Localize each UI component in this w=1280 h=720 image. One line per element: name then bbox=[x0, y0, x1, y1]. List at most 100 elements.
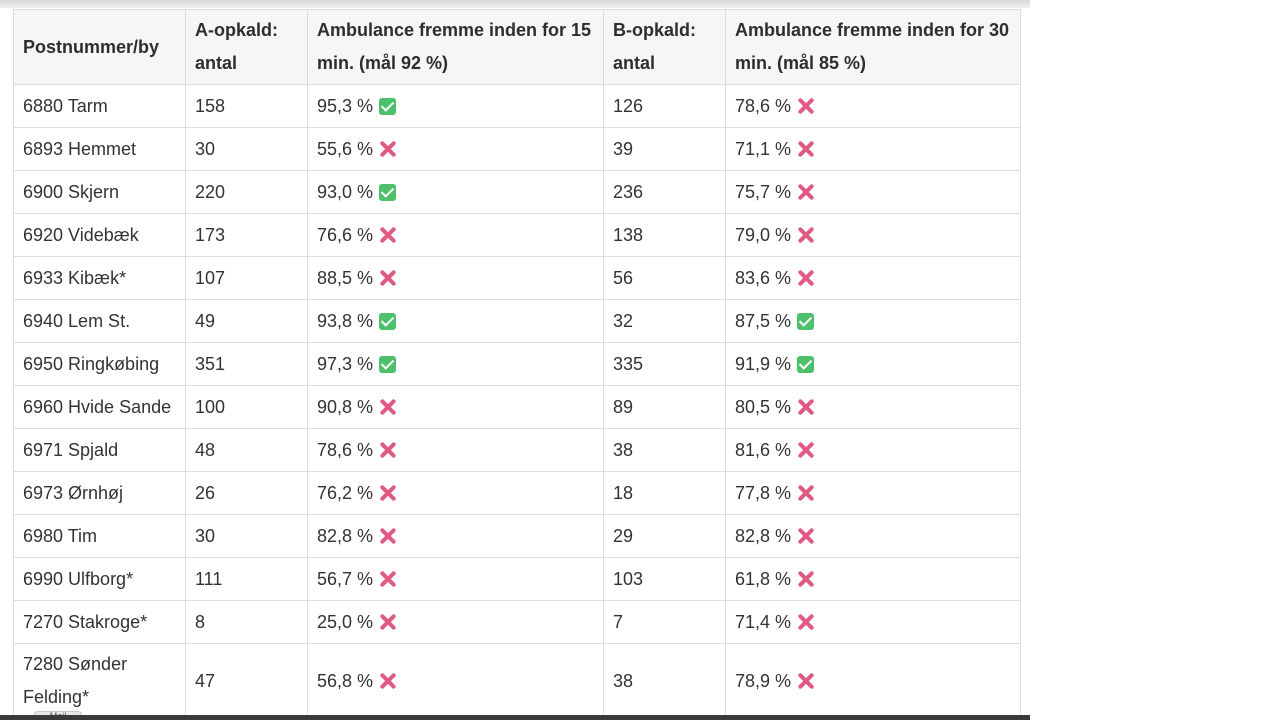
cell-b-percentage-text: 79,0 % bbox=[735, 224, 792, 245]
cell-b-calls: 7 bbox=[603, 600, 726, 644]
cell-b-percentage: 79,0 % bbox=[725, 213, 1021, 257]
cell-a-percentage: 95,3 % bbox=[307, 84, 604, 128]
cell-a-calls: 100 bbox=[185, 385, 308, 429]
cell-postal-city-text: 6990 Ulfborg* bbox=[23, 568, 134, 589]
cell-a-calls-text: 48 bbox=[195, 439, 216, 460]
cell-b-percentage-text: 78,6 % bbox=[735, 95, 792, 116]
cell-a-calls-text: 111 bbox=[195, 568, 223, 589]
check-icon bbox=[379, 312, 397, 330]
cross-icon bbox=[797, 398, 815, 416]
cell-a-calls-text: 158 bbox=[195, 95, 226, 116]
cell-b-percentage: 75,7 % bbox=[725, 170, 1021, 214]
cell-a-percentage: 90,8 % bbox=[307, 385, 604, 429]
cell-b-percentage-text: 82,8 % bbox=[735, 525, 792, 546]
cross-icon bbox=[797, 183, 815, 201]
cell-a-percentage: 25,0 % bbox=[307, 600, 604, 644]
cell-b-percentage-text: 83,6 % bbox=[735, 267, 792, 288]
table-body: 6880 Tarm 158 95,3 % 126 78,6 % 6893 Hemmet 30… bbox=[13, 84, 1021, 719]
cell-b-percentage: 78,6 % bbox=[725, 84, 1021, 128]
table-row: 6950 Ringkøbing 351 97,3 % 335 91,9 % bbox=[13, 342, 1021, 386]
cell-a-calls: 47 bbox=[185, 643, 308, 719]
cell-b-calls: 32 bbox=[603, 299, 726, 343]
cell-postal-city: 6960 Hvide Sande bbox=[13, 385, 186, 429]
cell-a-calls-text: 351 bbox=[195, 353, 226, 374]
cell-b-percentage: 77,8 % bbox=[725, 471, 1021, 515]
cell-b-calls-text: 56 bbox=[613, 267, 634, 288]
cross-icon bbox=[379, 140, 397, 158]
cell-postal-city-text: 6973 Ørnhøj bbox=[23, 482, 124, 503]
cell-a-percentage: 76,6 % bbox=[307, 213, 604, 257]
cell-a-percentage-text: 76,6 % bbox=[317, 224, 374, 245]
table-row: 6940 Lem St. 49 93,8 % 32 87,5 % bbox=[13, 299, 1021, 343]
cell-a-calls-text: 220 bbox=[195, 181, 226, 202]
check-icon bbox=[379, 355, 397, 373]
cross-icon bbox=[379, 672, 397, 690]
cell-b-calls: 38 bbox=[603, 643, 726, 719]
cell-a-percentage-text: 78,6 % bbox=[317, 439, 374, 460]
cell-b-percentage-text: 61,8 % bbox=[735, 568, 792, 589]
cell-a-calls: 26 bbox=[185, 471, 308, 515]
table-row: 6971 Spjald 48 78,6 % 38 81,6 % bbox=[13, 428, 1021, 472]
cell-b-calls-text: 18 bbox=[613, 482, 634, 503]
cell-postal-city: 6973 Ørnhøj bbox=[13, 471, 186, 515]
cross-icon bbox=[797, 527, 815, 545]
cross-icon bbox=[379, 441, 397, 459]
cell-b-calls: 138 bbox=[603, 213, 726, 257]
cell-b-calls-text: 38 bbox=[613, 439, 634, 460]
cell-a-calls-text: 30 bbox=[195, 138, 216, 159]
cell-postal-city: 6920 Videbæk bbox=[13, 213, 186, 257]
cell-a-calls: 111 bbox=[185, 557, 308, 601]
table-header-row: Postnummer/by A-opkald: antal Ambulance … bbox=[13, 9, 1021, 85]
table-row: 6920 Videbæk 173 76,6 % 138 79,0 % bbox=[13, 213, 1021, 257]
cross-icon bbox=[379, 484, 397, 502]
cell-a-calls: 30 bbox=[185, 127, 308, 171]
cell-postal-city: 6900 Skjern bbox=[13, 170, 186, 214]
cell-postal-city-text: 6880 Tarm bbox=[23, 95, 108, 116]
cross-icon bbox=[797, 226, 815, 244]
cell-b-calls: 39 bbox=[603, 127, 726, 171]
cell-a-percentage: 88,5 % bbox=[307, 256, 604, 300]
cell-b-calls-text: 103 bbox=[613, 568, 644, 589]
cell-b-calls-text: 38 bbox=[613, 670, 634, 691]
table-row: 6900 Skjern 220 93,0 % 236 75,7 % bbox=[13, 170, 1021, 214]
table-row: 6893 Hemmet 30 55,6 % 39 71,1 % bbox=[13, 127, 1021, 171]
cell-postal-city-text: 6940 Lem St. bbox=[23, 310, 131, 331]
cell-a-percentage-text: 25,0 % bbox=[317, 611, 374, 632]
cell-b-percentage: 71,1 % bbox=[725, 127, 1021, 171]
cell-a-calls: 351 bbox=[185, 342, 308, 386]
check-icon bbox=[797, 355, 815, 373]
cell-b-percentage-text: 81,6 % bbox=[735, 439, 792, 460]
cell-b-percentage-text: 80,5 % bbox=[735, 396, 792, 417]
top-bar bbox=[0, 0, 1030, 8]
header-postal-city: Postnummer/by bbox=[13, 9, 186, 85]
cell-a-percentage-text: 82,8 % bbox=[317, 525, 374, 546]
cell-a-percentage: 97,3 % bbox=[307, 342, 604, 386]
cell-b-calls: 29 bbox=[603, 514, 726, 558]
header-a-ambulance-15min: Ambulance fremme inden for 15 min. (mål … bbox=[307, 9, 604, 85]
cell-a-percentage: 56,7 % bbox=[307, 557, 604, 601]
table-row: 6990 Ulfborg* 111 56,7 % 103 61,8 % bbox=[13, 557, 1021, 601]
cell-b-calls: 89 bbox=[603, 385, 726, 429]
cell-b-calls-text: 236 bbox=[613, 181, 644, 202]
cell-b-calls: 335 bbox=[603, 342, 726, 386]
cell-b-percentage: 71,4 % bbox=[725, 600, 1021, 644]
cell-a-percentage-text: 88,5 % bbox=[317, 267, 374, 288]
cell-a-percentage-text: 76,2 % bbox=[317, 482, 374, 503]
cell-b-percentage-text: 78,9 % bbox=[735, 670, 792, 691]
cell-a-percentage-text: 93,8 % bbox=[317, 310, 374, 331]
cross-icon bbox=[797, 570, 815, 588]
cell-a-percentage-text: 90,8 % bbox=[317, 396, 374, 417]
cell-b-calls: 236 bbox=[603, 170, 726, 214]
cell-a-calls-text: 107 bbox=[195, 267, 226, 288]
cell-a-percentage-text: 97,3 % bbox=[317, 353, 374, 374]
cell-b-percentage: 78,9 % bbox=[725, 643, 1021, 719]
table-row: 7280 Sønder Felding* 47 56,8 % 38 78,9 % bbox=[13, 643, 1021, 719]
cell-b-percentage: 87,5 % bbox=[725, 299, 1021, 343]
cell-a-calls-text: 100 bbox=[195, 396, 226, 417]
cross-icon bbox=[797, 140, 815, 158]
header-b-calls: B-opkald: antal bbox=[603, 9, 726, 85]
cell-a-calls: 48 bbox=[185, 428, 308, 472]
cell-b-percentage-text: 71,1 % bbox=[735, 138, 792, 159]
check-icon bbox=[797, 312, 815, 330]
